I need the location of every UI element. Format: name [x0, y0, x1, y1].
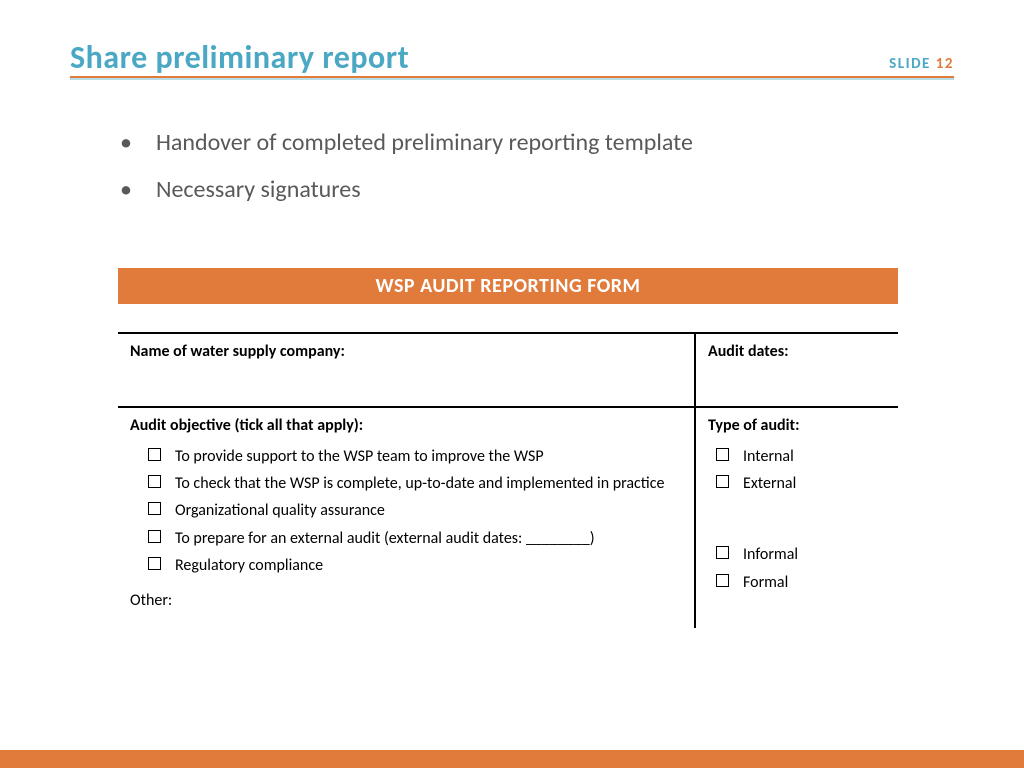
slide: { "colors": { "title": "#4aa8c4", "accen… — [0, 0, 1024, 768]
checkbox-icon — [148, 448, 161, 461]
checkbox-icon — [148, 502, 161, 515]
type-text: Internal — [743, 445, 794, 468]
objective-text: Regulatory compliance — [175, 554, 323, 577]
type-item: Informal — [716, 543, 886, 566]
checkbox-icon — [716, 546, 729, 559]
slide-word: SLIDE — [889, 55, 931, 73]
type-text: Informal — [743, 543, 798, 566]
other-label: Other: — [130, 591, 682, 610]
bullet-icon: • — [120, 128, 132, 157]
slide-number: 12 — [936, 55, 954, 73]
objective-item: To prepare for an external audit (extern… — [148, 527, 682, 550]
objective-text: Organizational quality assurance — [175, 499, 385, 522]
form-row-objectives: Audit objective (tick all that apply): T… — [118, 408, 898, 628]
objective-text: To provide support to the WSP team to im… — [175, 445, 544, 468]
audit-dates-label: Audit dates: — [708, 342, 789, 361]
company-name-label: Name of water supply company: — [130, 342, 345, 361]
checkbox-icon — [148, 475, 161, 488]
objectives-list: To provide support to the WSP team to im… — [148, 445, 682, 577]
audit-type-label: Type of audit: — [708, 416, 800, 435]
checkbox-icon — [148, 530, 161, 543]
bullet-text: Necessary signatures — [156, 175, 361, 204]
objectives-label: Audit objective (tick all that apply): — [130, 416, 363, 435]
list-item: • Necessary signatures — [120, 175, 954, 204]
type-item: Internal — [716, 445, 886, 468]
checkbox-icon — [148, 557, 161, 570]
audit-form: WSP AUDIT REPORTING FORM Name of water s… — [118, 268, 898, 628]
checkbox-icon — [716, 448, 729, 461]
objective-item: To check that the WSP is complete, up-to… — [148, 472, 682, 495]
form-row-company: Name of water supply company: Audit date… — [118, 334, 898, 408]
list-item: • Handover of completed preliminary repo… — [120, 128, 954, 157]
cell-audit-dates: Audit dates: — [696, 334, 898, 406]
cell-company-name: Name of water supply company: — [118, 334, 696, 406]
type-item: Formal — [716, 571, 886, 594]
divider-blue — [70, 78, 954, 80]
objective-text: To check that the WSP is complete, up-to… — [175, 472, 664, 495]
type-item: External — [716, 472, 886, 495]
slide-number-label: SLIDE 12 — [889, 55, 954, 73]
checkbox-icon — [716, 574, 729, 587]
objective-item: To provide support to the WSP team to im… — [148, 445, 682, 468]
bullet-text: Handover of completed preliminary report… — [156, 128, 693, 157]
audit-type-list: Internal External Informal Formal — [716, 445, 886, 594]
checkbox-icon — [716, 475, 729, 488]
objective-text: To prepare for an external audit (extern… — [175, 527, 595, 550]
objective-item: Regulatory compliance — [148, 554, 682, 577]
cell-audit-type: Type of audit: Internal External Informa… — [696, 408, 898, 628]
type-text: Formal — [743, 571, 788, 594]
bullet-list: • Handover of completed preliminary repo… — [120, 128, 954, 222]
header-row: Share preliminary report SLIDE 12 — [70, 38, 954, 77]
cell-objectives: Audit objective (tick all that apply): T… — [118, 408, 696, 628]
spacer — [130, 610, 682, 620]
form-spacer — [118, 304, 898, 334]
type-gap — [716, 499, 886, 543]
page-title: Share preliminary report — [70, 38, 409, 77]
form-header: WSP AUDIT REPORTING FORM — [118, 268, 898, 304]
footer-bar — [0, 750, 1024, 768]
type-text: External — [743, 472, 796, 495]
objective-item: Organizational quality assurance — [148, 499, 682, 522]
bullet-icon: • — [120, 175, 132, 204]
